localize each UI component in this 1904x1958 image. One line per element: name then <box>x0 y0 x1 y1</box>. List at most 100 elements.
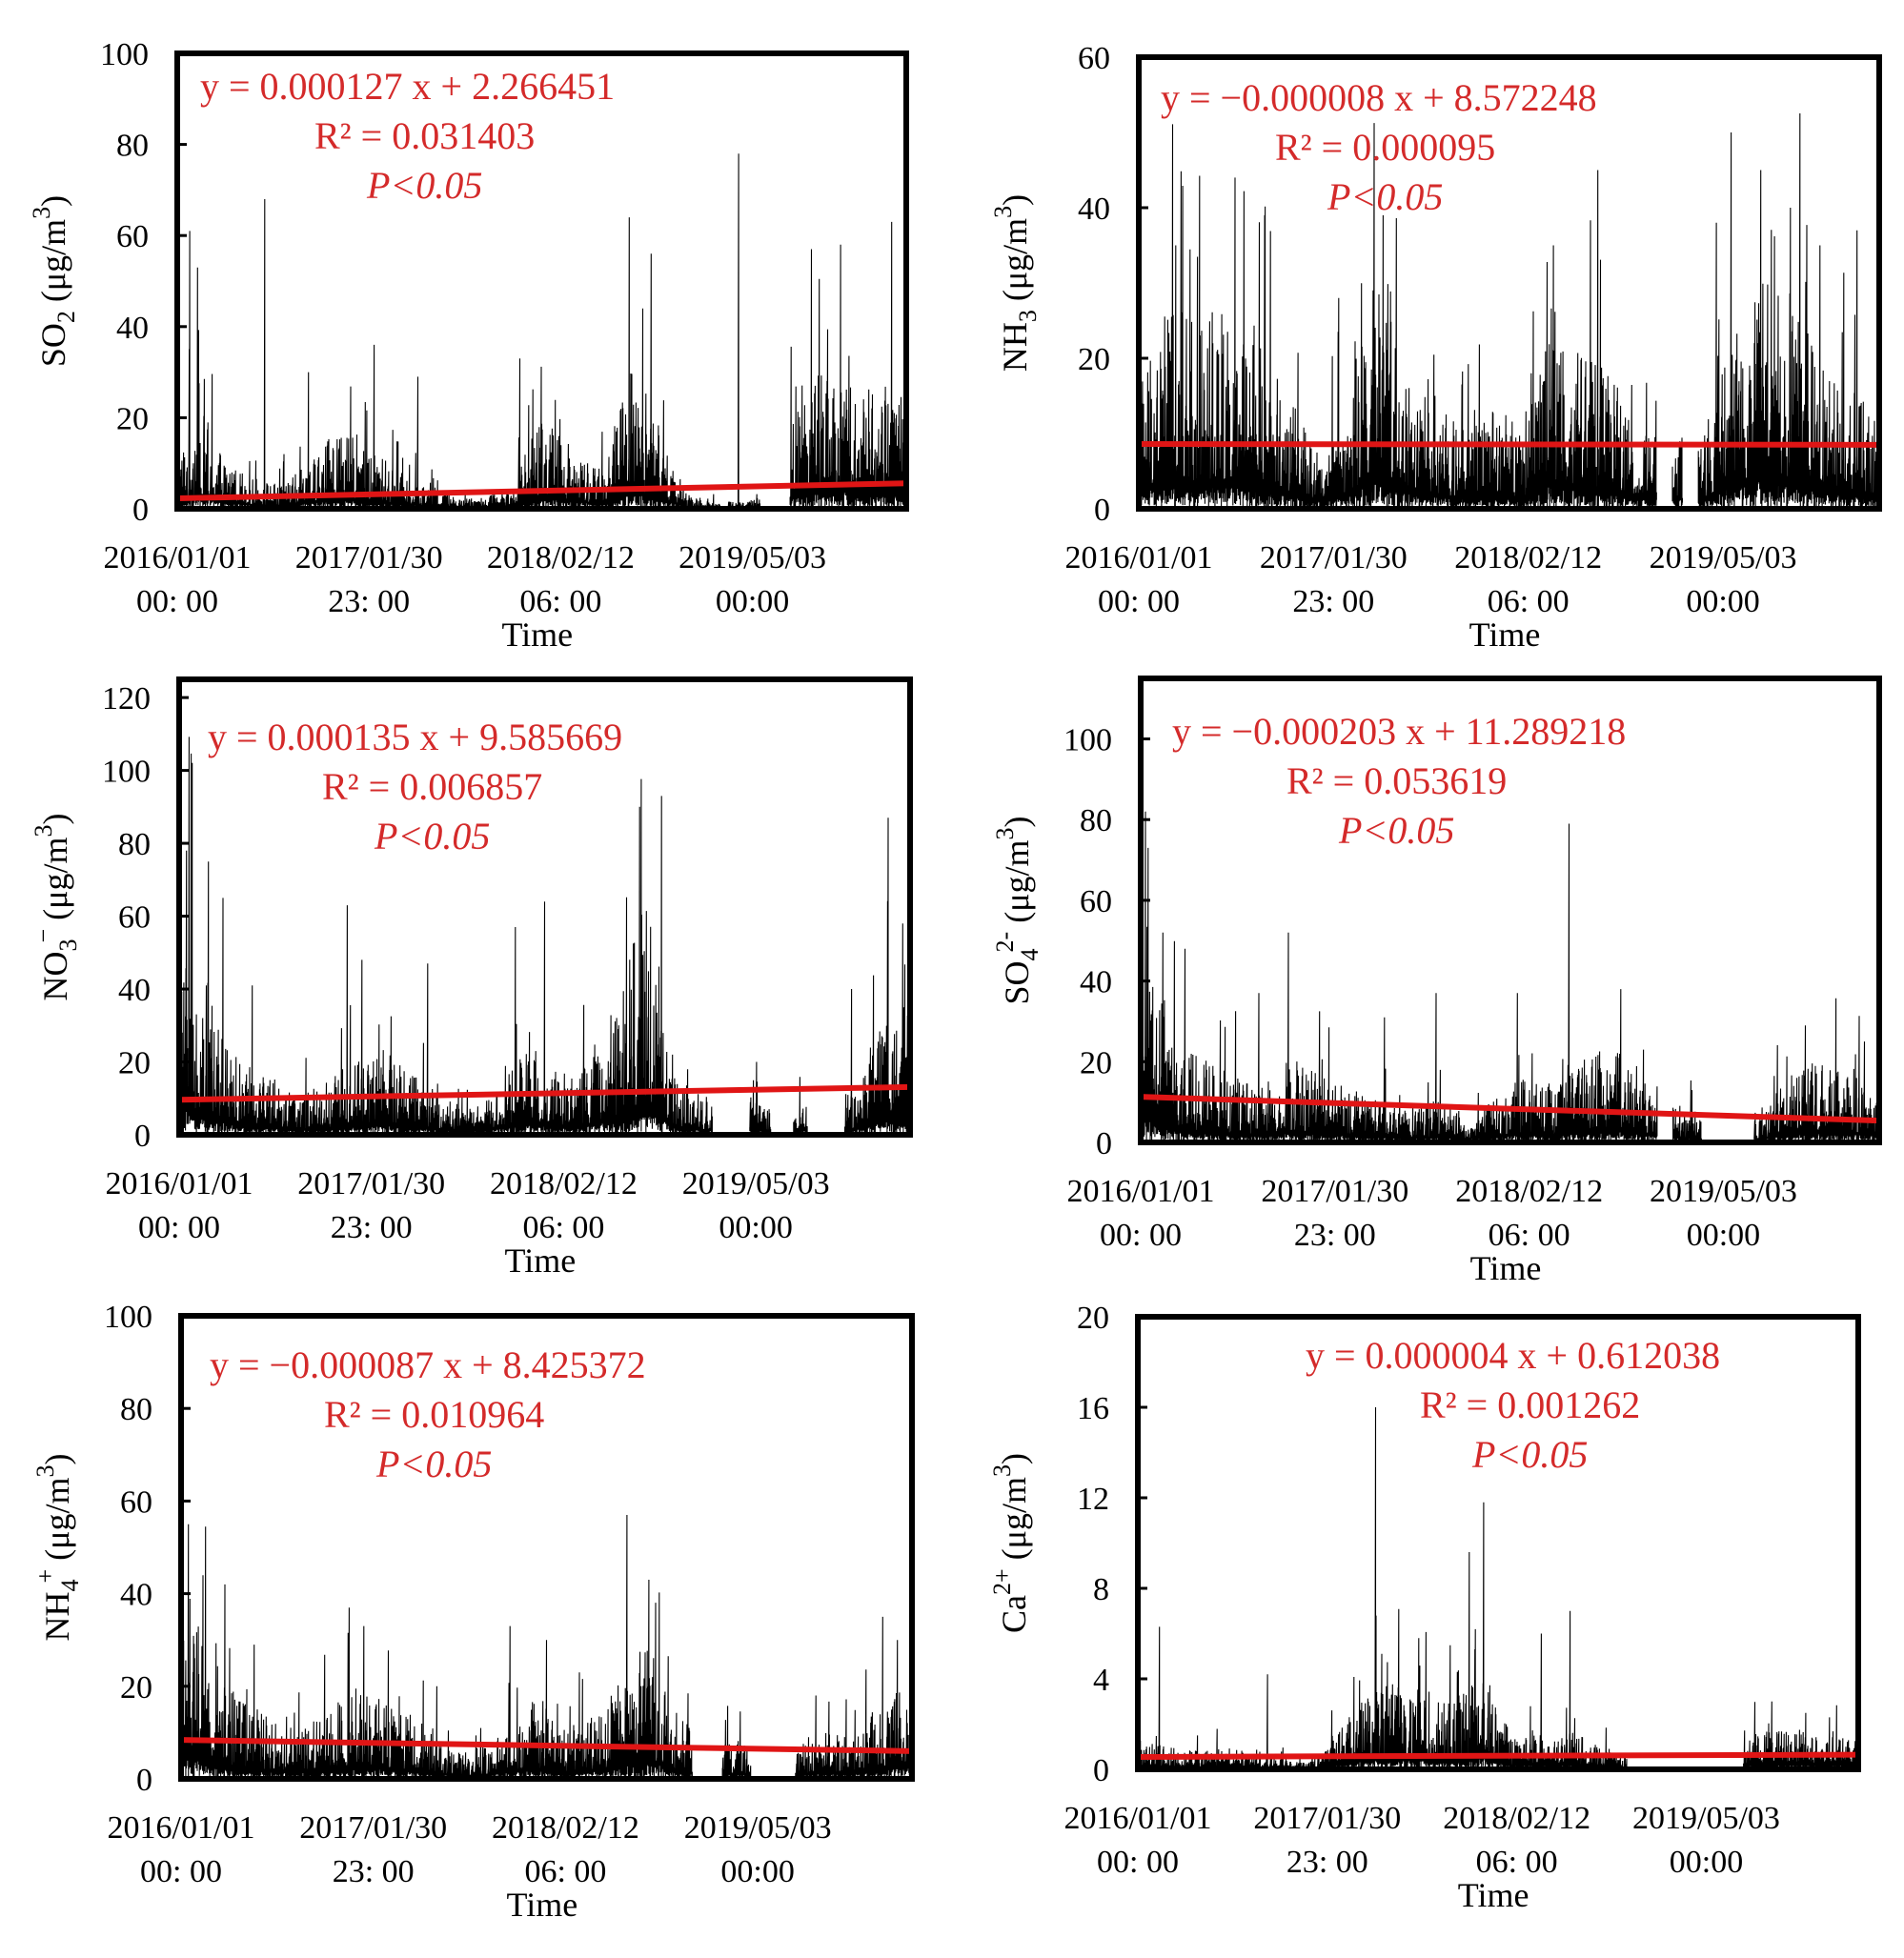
y-tick-label: 40 <box>118 973 151 1008</box>
x-axis-title: Time <box>501 616 573 654</box>
r-squared: R² = 0.000095 <box>1275 126 1495 169</box>
regression-equation: y = −0.000203 x + 11.289218 <box>1172 710 1626 753</box>
x-axis-title: Time <box>506 1886 577 1924</box>
x-tick-label-time: 23: 00 <box>1292 584 1374 619</box>
x-tick-label-date: 2019/05/03 <box>1650 540 1797 575</box>
y-tick-label: 60 <box>118 900 151 936</box>
x-tick-label-time: 23: 00 <box>333 1854 415 1889</box>
x-axis-title: Time <box>1469 616 1541 654</box>
y-tick-label: 20 <box>116 401 149 436</box>
x-tick-label-date: 2017/01/30 <box>299 1810 447 1846</box>
plot-frame <box>178 1313 915 1782</box>
x-tick-label-time: 00: 00 <box>1097 1845 1179 1880</box>
trend-line <box>180 1737 913 1754</box>
r-squared: R² = 0.006857 <box>322 765 542 808</box>
y-tick-label: 16 <box>1077 1391 1109 1426</box>
trend-line <box>176 480 907 502</box>
x-tick-label-time: 06: 00 <box>524 1854 606 1889</box>
x-tick-label-time: 00:00 <box>1686 584 1759 619</box>
x-tick-label-date: 2017/01/30 <box>297 1166 445 1201</box>
y-tick-label: 40 <box>120 1578 152 1613</box>
x-tick-label-date: 2017/01/30 <box>1253 1801 1401 1836</box>
x-tick-label-time: 00: 00 <box>1098 584 1180 619</box>
x-tick-label-date: 2018/02/12 <box>487 540 635 575</box>
p-value: P<0.05 <box>366 164 482 207</box>
x-tick-label-time: 06: 00 <box>519 584 601 619</box>
trend-line <box>1140 1094 1880 1124</box>
y-axis-title: SO42- (μg/m3) <box>991 817 1043 1005</box>
p-value: P<0.05 <box>1471 1433 1588 1476</box>
series-line <box>178 737 911 1136</box>
x-tick-label-time: 00: 00 <box>140 1854 222 1889</box>
x-tick-label-time: 00: 00 <box>136 584 218 619</box>
x-tick-label-date: 2018/02/12 <box>1443 1801 1590 1836</box>
x-tick-label-time: 23: 00 <box>331 1210 413 1245</box>
x-tick-label-date: 2018/02/12 <box>1454 540 1602 575</box>
x-tick-label-date: 2016/01/01 <box>104 540 252 575</box>
regression-equation: y = −0.000087 x + 8.425372 <box>210 1343 646 1386</box>
y-tick-label: 60 <box>120 1484 152 1520</box>
regression-equation: y = 0.000135 x + 9.585669 <box>208 716 622 758</box>
x-tick-label-time: 23: 00 <box>328 584 410 619</box>
y-tick-label: 60 <box>116 219 149 254</box>
x-tick-label-date: 2017/01/30 <box>1261 1174 1408 1209</box>
x-tick-label-date: 2018/02/12 <box>1455 1174 1603 1209</box>
y-tick-label: 0 <box>132 493 149 528</box>
panel-3: 0 20 40 60 80 100 120 2016/01/01 00: 00 2017/01/3… <box>30 676 913 1280</box>
y-tick-label: 120 <box>102 681 151 717</box>
panel-2: 0 20 40 60 2016/01/01 00: 00 2017/01/30 23: 00 2… <box>989 41 1882 654</box>
y-tick-label: 12 <box>1077 1482 1109 1517</box>
x-tick-label-date: 2016/01/01 <box>108 1810 255 1846</box>
r-squared: R² = 0.031403 <box>314 114 535 157</box>
y-tick-label: 80 <box>118 827 151 862</box>
y-tick-label: 60 <box>1080 884 1112 919</box>
r-squared: R² = 0.010964 <box>324 1393 544 1436</box>
regression-equation: y = 0.000127 x + 2.266451 <box>200 65 615 108</box>
p-value: P<0.05 <box>1327 175 1443 218</box>
plot-frame <box>174 50 909 512</box>
y-tick-label: 80 <box>116 129 149 164</box>
y-tick-label: 20 <box>118 1046 151 1081</box>
p-value: P<0.05 <box>375 1443 492 1485</box>
y-axis-title: SO2 (μg/m3) <box>28 195 80 367</box>
p-value: P<0.05 <box>374 815 490 858</box>
y-tick-label: 100 <box>104 1300 152 1335</box>
r-squared: R² = 0.001262 <box>1420 1383 1640 1426</box>
x-tick-label-time: 00:00 <box>719 1210 792 1245</box>
panel-4: 0 20 40 60 80 100 2016/01/01 00: 00 2017/01/30 23… <box>991 676 1882 1287</box>
x-tick-label-time: 00:00 <box>716 584 789 619</box>
series-line <box>1140 811 1880 1143</box>
x-tick-label-time: 23: 00 <box>1294 1218 1376 1253</box>
panel-1: 0 20 40 60 80 100 2016/01/01 00: 00 2017/01/30 23… <box>28 37 909 654</box>
y-tick-label: 4 <box>1093 1663 1109 1698</box>
x-tick-label-date: 2019/05/03 <box>1632 1801 1780 1836</box>
regression-equation: y = 0.000004 x + 0.612038 <box>1306 1334 1720 1377</box>
y-tick-label: 20 <box>120 1670 152 1706</box>
x-tick-label-time: 00:00 <box>720 1854 794 1889</box>
trend-line <box>1138 441 1880 448</box>
x-axis-title: Time <box>1470 1249 1542 1287</box>
x-axis-title: Time <box>504 1241 576 1280</box>
r-squared: R² = 0.053619 <box>1286 759 1507 802</box>
y-tick-label: 40 <box>1080 965 1112 1000</box>
x-tick-label-time: 06: 00 <box>522 1210 604 1245</box>
y-tick-label: 20 <box>1080 1045 1112 1080</box>
y-tick-label: 20 <box>1077 1301 1109 1336</box>
series-line <box>176 153 907 511</box>
plot-frame <box>1136 54 1882 512</box>
series-line <box>1138 112 1880 510</box>
x-tick-label-date: 2019/05/03 <box>679 540 826 575</box>
y-tick-label: 60 <box>1078 41 1110 76</box>
x-tick-label-date: 2019/05/03 <box>1650 1174 1797 1209</box>
y-axis-title: NH3 (μg/m3) <box>989 194 1042 372</box>
y-tick-label: 40 <box>1078 192 1110 227</box>
x-tick-label-time: 06: 00 <box>1488 584 1570 619</box>
x-tick-label-date: 2018/02/12 <box>490 1166 638 1201</box>
panel-6: 0 4 8 12 16 20 2016/01/01 00: 00 2017/01/30 23: 0… <box>988 1301 1861 1914</box>
panel-5: 0 20 40 60 80 100 2016/01/01 00: 00 2017/01/30 23… <box>31 1300 915 1924</box>
y-tick-label: 80 <box>1080 803 1112 838</box>
y-tick-label: 20 <box>1078 342 1110 377</box>
plot-frame <box>176 676 913 1138</box>
x-tick-label-date: 2016/01/01 <box>106 1166 253 1201</box>
